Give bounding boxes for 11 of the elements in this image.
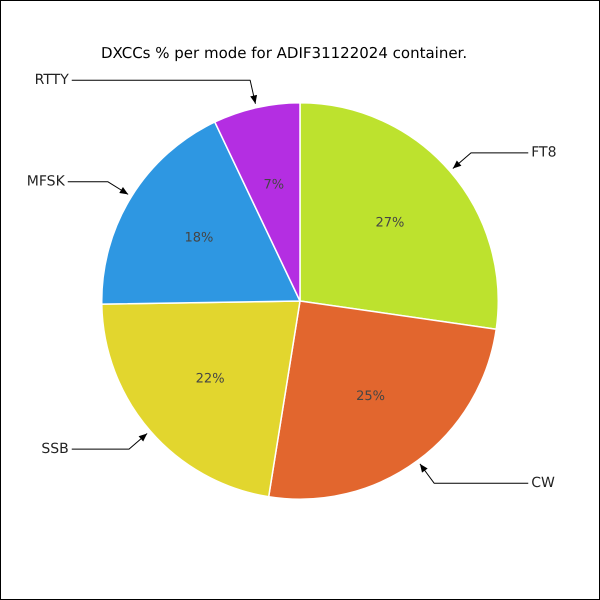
slice-label: FT8 [531, 144, 557, 160]
data-label: 7% [263, 177, 284, 192]
chart-title: DXCCs % per mode for ADIF31122024 container. [101, 44, 468, 62]
data-label: 18% [184, 230, 214, 246]
data-label: 27% [375, 215, 404, 230]
slice-label: MFSK [26, 173, 66, 190]
data-label: 22% [196, 371, 225, 386]
slice-label: RTTY [34, 72, 70, 88]
slice-label: CW [531, 474, 556, 491]
data-label: 25% [356, 389, 385, 404]
slice-label: SSB [41, 440, 69, 457]
